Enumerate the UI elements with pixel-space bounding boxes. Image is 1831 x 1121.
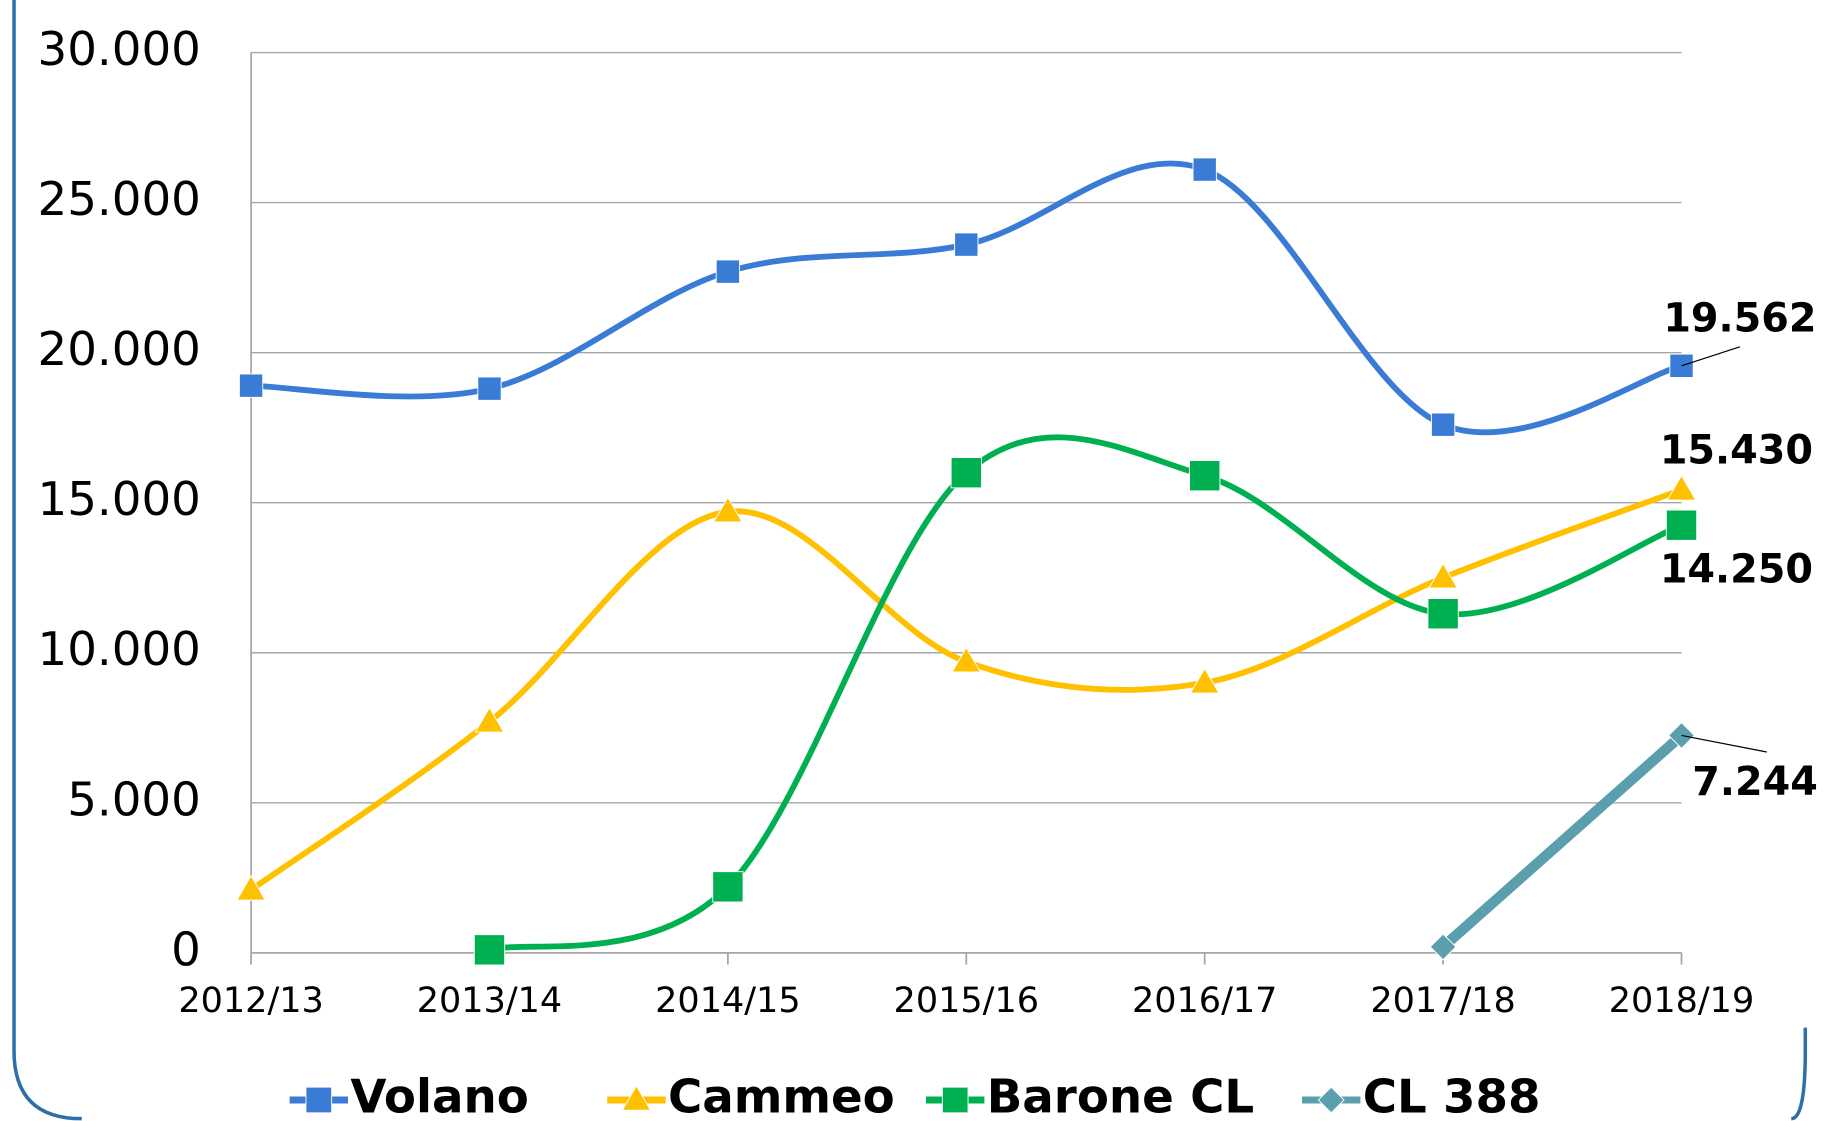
marker bbox=[477, 376, 502, 401]
marker bbox=[1428, 562, 1459, 589]
x-tick-label: 2013/14 bbox=[417, 980, 562, 1021]
legend-marker bbox=[305, 1086, 333, 1114]
leader-line bbox=[1681, 734, 1767, 753]
y-tick-label: 15.000 bbox=[37, 473, 200, 527]
leader-line bbox=[1681, 346, 1741, 367]
data-label: 15.430 bbox=[1660, 428, 1813, 474]
marker bbox=[474, 706, 505, 733]
marker bbox=[1189, 460, 1221, 492]
y-tick-label: 30.000 bbox=[37, 23, 200, 77]
x-tick-label: 2015/16 bbox=[894, 980, 1039, 1021]
marker bbox=[950, 457, 982, 489]
marker bbox=[473, 934, 506, 966]
legend-marker bbox=[621, 1084, 652, 1111]
legend-label: Volano bbox=[350, 1070, 528, 1121]
marker bbox=[238, 373, 264, 398]
data-label: 19.562 bbox=[1663, 296, 1816, 342]
x-tick-label: 2016/17 bbox=[1132, 980, 1277, 1021]
marker bbox=[1429, 933, 1457, 961]
x-tick-label: 2017/18 bbox=[1370, 980, 1515, 1021]
frame bbox=[12, 0, 1808, 1121]
series-line bbox=[248, 160, 1685, 436]
marker bbox=[1668, 721, 1696, 749]
marker bbox=[712, 496, 743, 523]
marker bbox=[715, 259, 741, 284]
x-tick-label: 2012/13 bbox=[178, 980, 323, 1021]
marker bbox=[954, 232, 979, 257]
marker bbox=[1427, 598, 1459, 630]
legend-label: Barone CL bbox=[987, 1070, 1254, 1121]
x-tick-label: 2018/19 bbox=[1609, 980, 1754, 1021]
x-tick-label: 2014/15 bbox=[655, 980, 800, 1021]
legend-marker bbox=[1317, 1086, 1345, 1114]
series-line bbox=[1437, 730, 1687, 953]
y-tick-label: 10.000 bbox=[37, 623, 200, 677]
y-tick-label: 25.000 bbox=[37, 173, 200, 227]
series-line bbox=[486, 434, 1685, 953]
y-tick-label: 5.000 bbox=[67, 773, 201, 827]
marker bbox=[1666, 474, 1697, 501]
series-line bbox=[248, 486, 1685, 893]
marker bbox=[236, 874, 267, 901]
legend-label: Cammeo bbox=[668, 1070, 895, 1121]
marker bbox=[1430, 412, 1456, 437]
y-tick-label: 0 bbox=[171, 923, 201, 977]
marker bbox=[1192, 157, 1217, 182]
marker bbox=[712, 871, 744, 903]
data-label: 7.244 bbox=[1692, 759, 1818, 805]
marker bbox=[1189, 667, 1220, 694]
data-label: 14.250 bbox=[1660, 547, 1813, 593]
y-tick-label: 20.000 bbox=[37, 323, 200, 377]
marker bbox=[1665, 509, 1698, 541]
legend-label: CL 388 bbox=[1363, 1070, 1541, 1121]
legend-marker bbox=[941, 1086, 969, 1114]
marker bbox=[951, 646, 982, 673]
